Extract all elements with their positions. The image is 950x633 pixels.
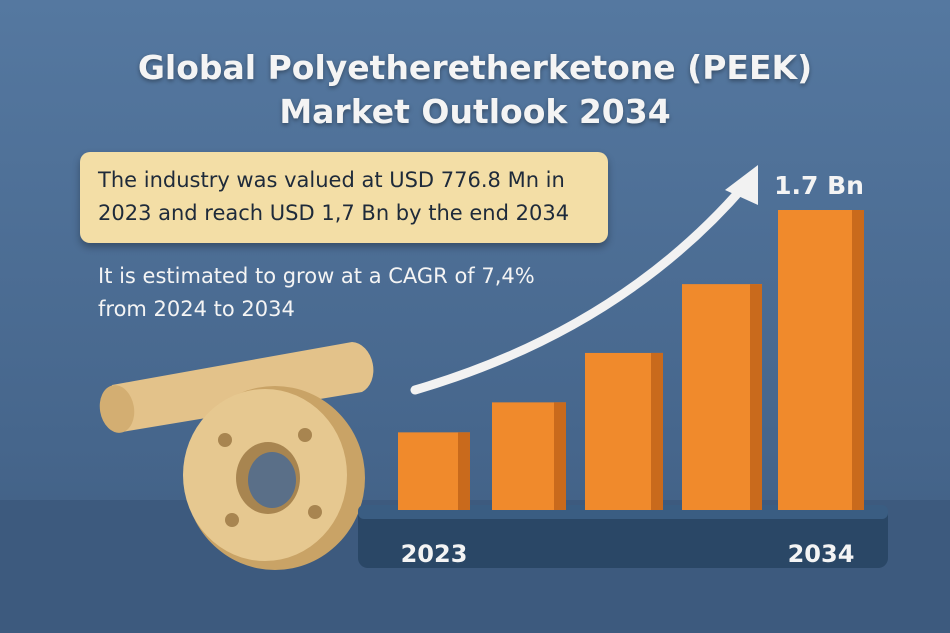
bar bbox=[492, 402, 566, 510]
value-label: 1.7 Bn bbox=[774, 171, 864, 200]
arrow-head bbox=[725, 165, 758, 205]
bar-side bbox=[852, 210, 864, 510]
growth-arrow bbox=[410, 180, 750, 395]
bar-side bbox=[458, 432, 470, 510]
x-tick-label: 2034 bbox=[788, 540, 855, 568]
bar bbox=[682, 284, 762, 510]
bar-side bbox=[750, 284, 762, 510]
bar bbox=[778, 210, 864, 510]
bar bbox=[585, 352, 663, 510]
bar-side bbox=[651, 352, 663, 510]
peek-bushing bbox=[183, 386, 365, 570]
callout: The industry was valued at USD 776.8 Mn … bbox=[80, 152, 608, 243]
title: Global Polyetheretherketone (PEEK) Marke… bbox=[137, 48, 813, 131]
x-tick-label: 2023 bbox=[401, 540, 468, 568]
platform bbox=[358, 505, 888, 568]
cagr-note: It is estimated to grow at a CAGR of 7,4… bbox=[98, 264, 535, 321]
peek-rod bbox=[99, 342, 374, 433]
bar-side bbox=[554, 402, 566, 510]
